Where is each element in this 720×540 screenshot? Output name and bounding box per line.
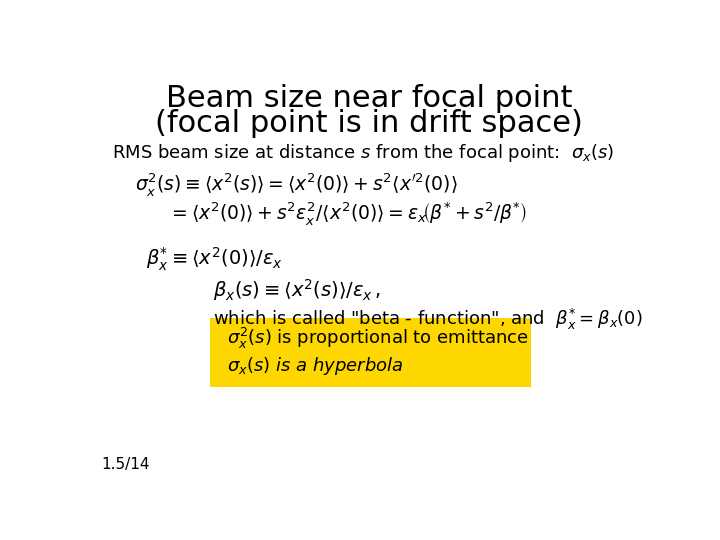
Text: Beam size near focal point: Beam size near focal point [166, 84, 572, 112]
Text: (focal point is in drift space): (focal point is in drift space) [155, 109, 583, 138]
Text: $= \langle x^{2}(0)\rangle + s^{2}\varepsilon_{x}^{2}/\langle x^{2}(0)\rangle = : $= \langle x^{2}(0)\rangle + s^{2}\varep… [168, 200, 527, 227]
Text: $\sigma_{x}^{2}(s) \equiv \langle x^{2}(s)\rangle = \langle x^{2}(0)\rangle + s^: $\sigma_{x}^{2}(s) \equiv \langle x^{2}(… [135, 171, 457, 198]
Text: $\sigma_{x}(s)$ is a hyperbola: $\sigma_{x}(s)$ is a hyperbola [227, 355, 403, 377]
Text: $\beta_{x}(s) \equiv \langle x^{2}(s)\rangle/\varepsilon_{x}\,,$: $\beta_{x}(s) \equiv \langle x^{2}(s)\ra… [213, 277, 381, 303]
Text: $\beta_{x}^{*} \equiv \langle x^{2}(0)\rangle/\varepsilon_{x}$: $\beta_{x}^{*} \equiv \langle x^{2}(0)\r… [145, 246, 283, 273]
Text: which is called "beta - function", and  $\beta_{x}^{*} = \beta_{x}(0)$: which is called "beta - function", and $… [213, 307, 643, 332]
FancyBboxPatch shape [210, 319, 531, 387]
Text: RMS beam size at distance $s$ from the focal point:  $\sigma_{x}(s)$: RMS beam size at distance $s$ from the f… [112, 141, 615, 164]
Text: $\sigma_{x}^{2}(s)$ is proportional to emittance: $\sigma_{x}^{2}(s)$ is proportional to e… [227, 326, 528, 351]
Text: 1.5/14: 1.5/14 [101, 457, 150, 472]
